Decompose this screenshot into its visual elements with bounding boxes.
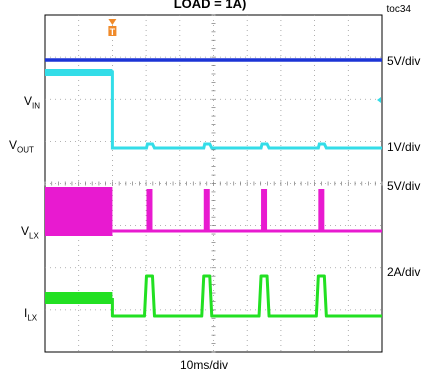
time-scale-label: 10ms/div — [180, 358, 229, 372]
trace-vlx-switching — [45, 187, 113, 236]
trace-vlx-pulse — [146, 189, 153, 231]
ilx-label: ILX — [24, 306, 38, 323]
ilx-scale: 2A/div — [387, 265, 421, 279]
level-marker-icon — [377, 97, 381, 103]
trace-vlx-pulse — [203, 189, 210, 231]
trace-vlx-pulse — [318, 189, 325, 231]
trigger-marker-letter: T — [110, 27, 116, 37]
figure-tag: toc34 — [386, 4, 411, 15]
vlx-label: VLX — [21, 224, 39, 241]
trace-ilx-ripple — [45, 292, 113, 304]
chart-title: LOAD = 1A) — [173, 0, 247, 11]
vin-scale: 5V/div — [387, 54, 421, 68]
vout-label: VOUT — [9, 138, 34, 155]
trigger-marker-icon — [108, 19, 117, 25]
trace-vlx-pulse — [261, 189, 268, 231]
vout-scale: 1V/div — [387, 140, 421, 154]
vin-label: VIN — [24, 94, 41, 111]
trigger-marker-box — [108, 26, 117, 36]
vlx-scale: 5V/div — [387, 179, 421, 193]
trace-vout — [45, 70, 382, 150]
trace-ilx — [110, 274, 382, 318]
